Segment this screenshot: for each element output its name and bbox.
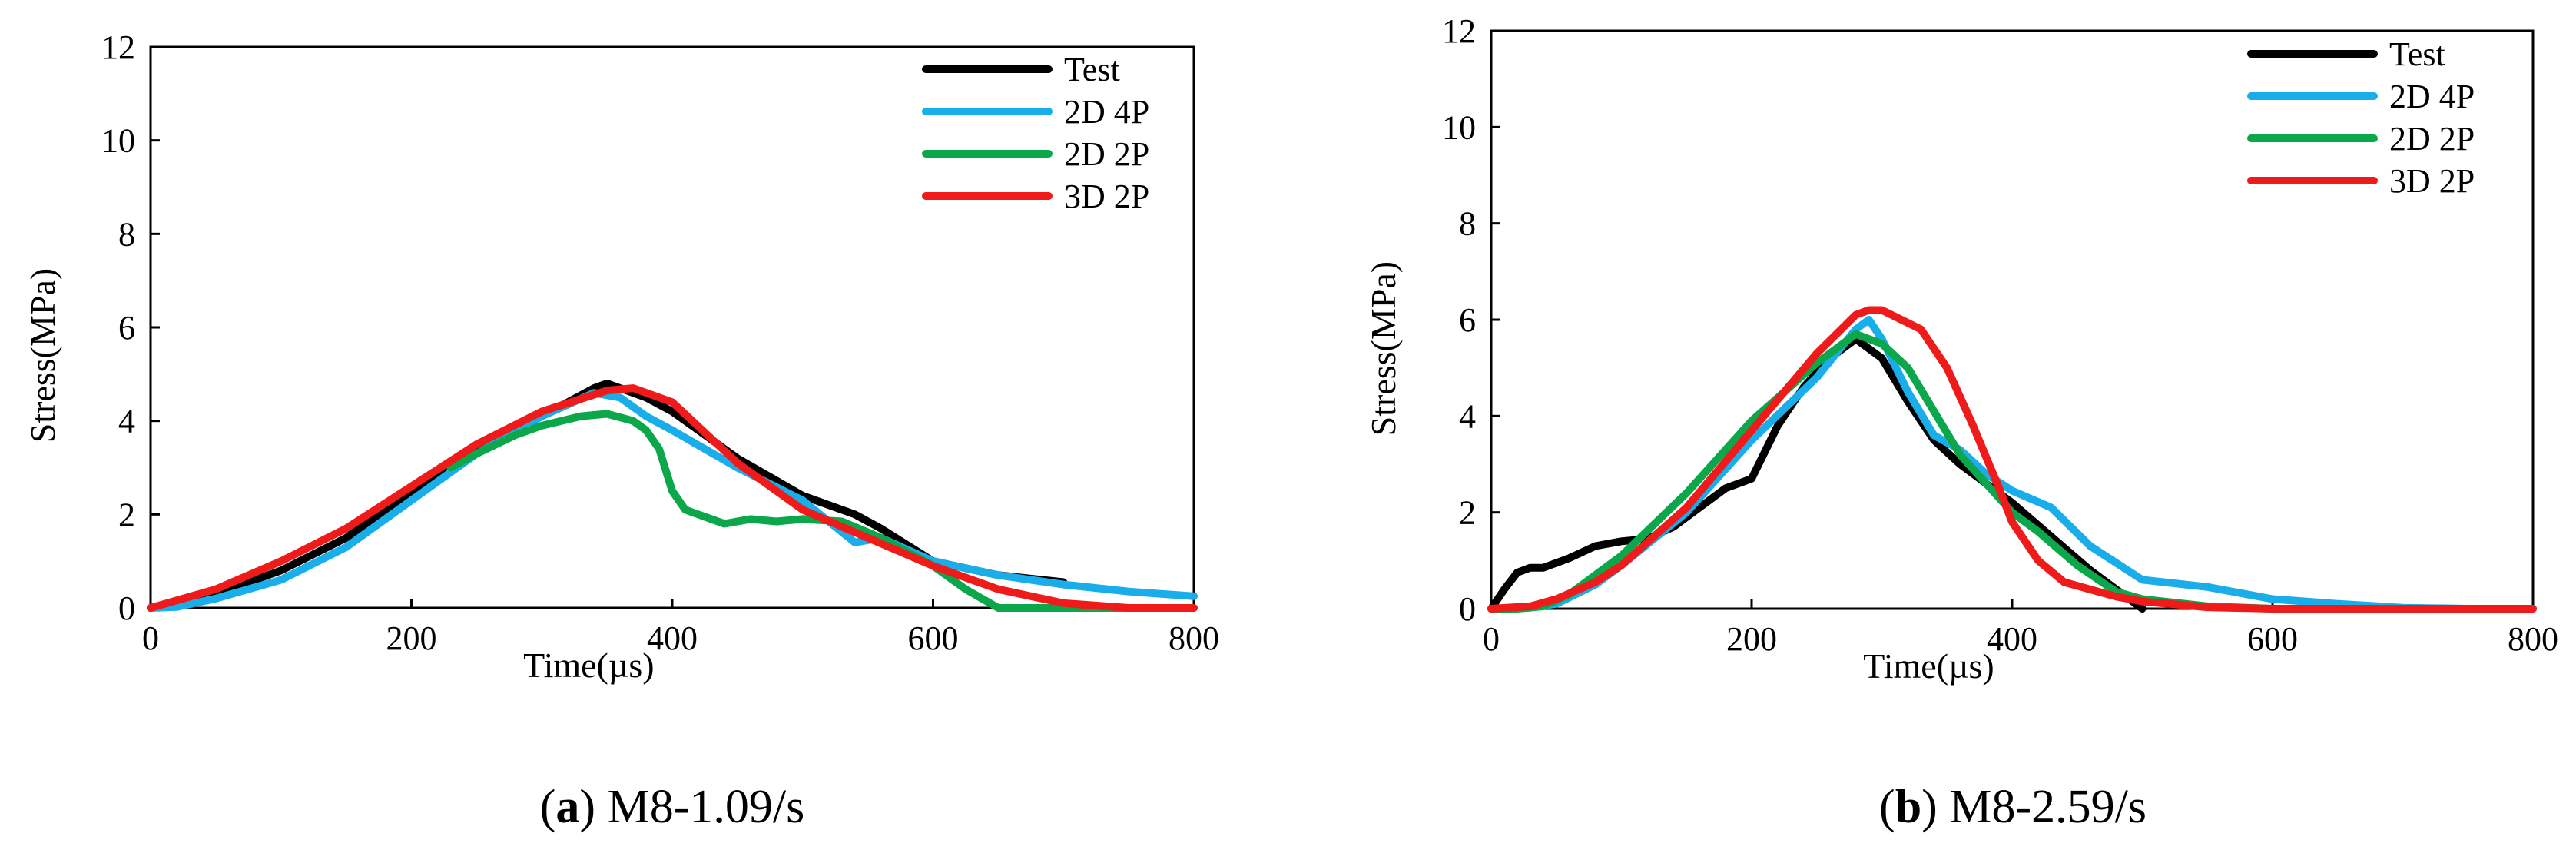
x-tick-label: 0 <box>1483 620 1500 658</box>
y-tick-label: 2 <box>1459 494 1476 532</box>
y-tick-label: 12 <box>1442 12 1476 50</box>
legend-label: Test <box>1064 51 1120 88</box>
x-tick-label: 600 <box>908 619 959 657</box>
series-line-3d-2p <box>147 384 1198 612</box>
y-tick-label: 4 <box>1459 397 1476 435</box>
series-line-2d-2p <box>446 410 1198 612</box>
y-tick-label: 6 <box>118 309 135 347</box>
panel-caption: (b) M8-2.59/s <box>1879 781 2147 833</box>
chart-panel-b: 0 200 400 600 800 0 2 4 6 8 10 12 Time(µs) Stress(MPa… <box>1364 12 2558 833</box>
series-line-2d-2p <box>1487 330 2537 613</box>
caption-close-paren: ) <box>1921 781 1949 833</box>
x-tick-label: 400 <box>1987 620 2037 658</box>
legend-label: 3D 2P <box>1064 178 1149 215</box>
legend: Test 2D 4P 2D 2P 3D 2P <box>922 51 1149 215</box>
series-line-test <box>147 380 1068 612</box>
legend-label: 3D 2P <box>2389 162 2475 200</box>
legend: Test 2D 4P 2D 2P 3D 2P <box>2247 35 2475 200</box>
y-tick-label: 0 <box>1459 590 1476 628</box>
y-tick-label: 0 <box>118 589 135 627</box>
y-axis-title: Stress(MPa) <box>23 268 62 443</box>
y-tick-label: 6 <box>1459 301 1476 339</box>
y-tick-label: 8 <box>118 215 135 253</box>
y-tick-label: 10 <box>1442 108 1476 146</box>
y-axis-title: Stress(MPa) <box>1364 261 1403 436</box>
caption-panel-label: b <box>1895 781 1921 833</box>
caption-open-paren: ( <box>1879 781 1895 833</box>
x-tick-label: 0 <box>142 619 159 657</box>
panel-caption: (a) M8-1.09/s <box>540 781 804 833</box>
legend-label: Test <box>2389 35 2445 73</box>
legend-label: 2D 4P <box>2389 78 2475 115</box>
caption-title: M8-2.59/s <box>1949 781 2147 833</box>
series-line-3d-2p <box>1487 306 2537 613</box>
y-tick-label: 2 <box>118 496 135 533</box>
y-tick-label: 4 <box>118 403 135 440</box>
caption-title: M8-1.09/s <box>608 781 805 833</box>
legend-label: 2D 4P <box>1064 93 1149 131</box>
caption-open-paren: ( <box>540 781 556 833</box>
y-tick-label: 10 <box>101 122 135 160</box>
chart-panel-a: 0 200 400 600 800 0 2 4 6 8 10 12 Time(µs) Stress(MPa… <box>23 28 1219 833</box>
x-tick-label: 800 <box>1169 619 1219 657</box>
x-tick-label: 200 <box>1726 620 1777 658</box>
series-line-2d-4p <box>147 389 1198 612</box>
x-tick-label: 800 <box>2508 620 2558 658</box>
caption-close-paren: ) <box>579 781 607 833</box>
caption-panel-label: a <box>555 781 579 833</box>
x-axis-title: Time(µs) <box>523 646 655 685</box>
y-tick-label: 8 <box>1459 205 1476 243</box>
x-tick-label: 600 <box>2247 620 2298 658</box>
x-tick-label: 200 <box>386 619 437 657</box>
legend-label: 2D 2P <box>1064 135 1149 173</box>
legend-label: 2D 2P <box>2389 120 2475 158</box>
x-tick-label: 400 <box>647 619 698 657</box>
x-axis-title: Time(µs) <box>1863 646 1994 686</box>
y-tick-label: 12 <box>101 28 135 66</box>
